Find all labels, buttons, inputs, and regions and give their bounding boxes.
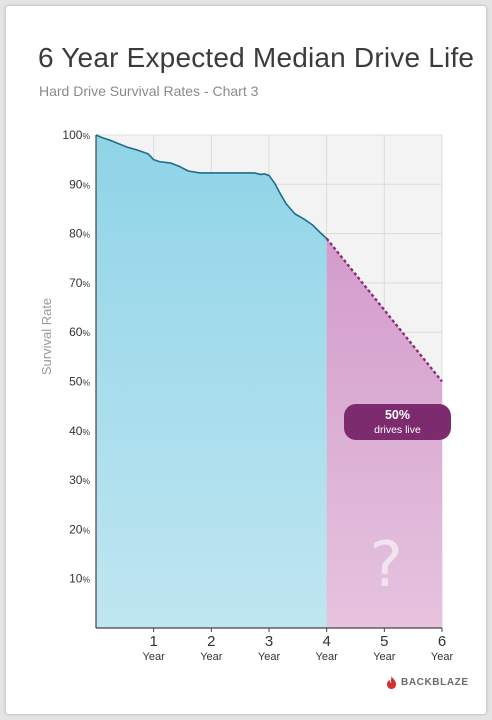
actual-line: [95, 134, 328, 240]
y-tick-label: 30%: [69, 473, 90, 487]
y-tick-label: 100%: [62, 128, 90, 142]
y-tick-label: 70%: [69, 276, 90, 290]
y-tick-label: 50%: [69, 375, 90, 389]
x-tick-unit: Year: [258, 651, 281, 663]
x-tick-unit: Year: [200, 651, 223, 663]
drives-live-badge: [344, 404, 451, 440]
y-axis-label: Survival Rate: [39, 298, 54, 375]
flame-icon: [387, 676, 396, 689]
badge-value: 50%: [385, 408, 410, 422]
chart-title: 6 Year Expected Median Drive Life: [38, 42, 475, 73]
chart-lines: [95, 134, 443, 383]
x-tick-number: 3: [265, 633, 273, 650]
y-tick-label: 80%: [69, 227, 90, 241]
x-tick-number: 4: [322, 633, 330, 650]
x-tick-unit: Year: [316, 651, 339, 663]
actual-area: [96, 135, 327, 628]
x-tick-number: 6: [438, 633, 446, 650]
y-tick-label: 90%: [69, 177, 90, 191]
x-tick-number: 1: [149, 633, 157, 650]
x-tick-unit: Year: [431, 651, 454, 663]
x-tick-unit: Year: [143, 651, 166, 663]
chart-subtitle: Hard Drive Survival Rates - Chart 3: [39, 83, 259, 99]
y-tick-labels: 10% 20% 30% 40% 50% 60% 70% 80% 90% 100% Survival …: [39, 128, 90, 586]
unknown-question-mark: ?: [370, 528, 403, 601]
y-tick-label: 40%: [69, 424, 90, 438]
chart-annotations: 50% drives live?: [344, 404, 451, 601]
badge-text: drives live: [374, 424, 421, 436]
brand-name: BACKBLAZE: [401, 677, 469, 688]
x-tick-number: 2: [207, 633, 215, 650]
y-tick-label: 20%: [69, 522, 90, 536]
y-tick-label: 10%: [69, 572, 90, 586]
backblaze-logo: BACKBLAZE: [386, 676, 469, 689]
x-tick-number: 5: [380, 633, 388, 650]
x-tick-unit: Year: [373, 651, 396, 663]
y-tick-label: 60%: [69, 325, 90, 339]
